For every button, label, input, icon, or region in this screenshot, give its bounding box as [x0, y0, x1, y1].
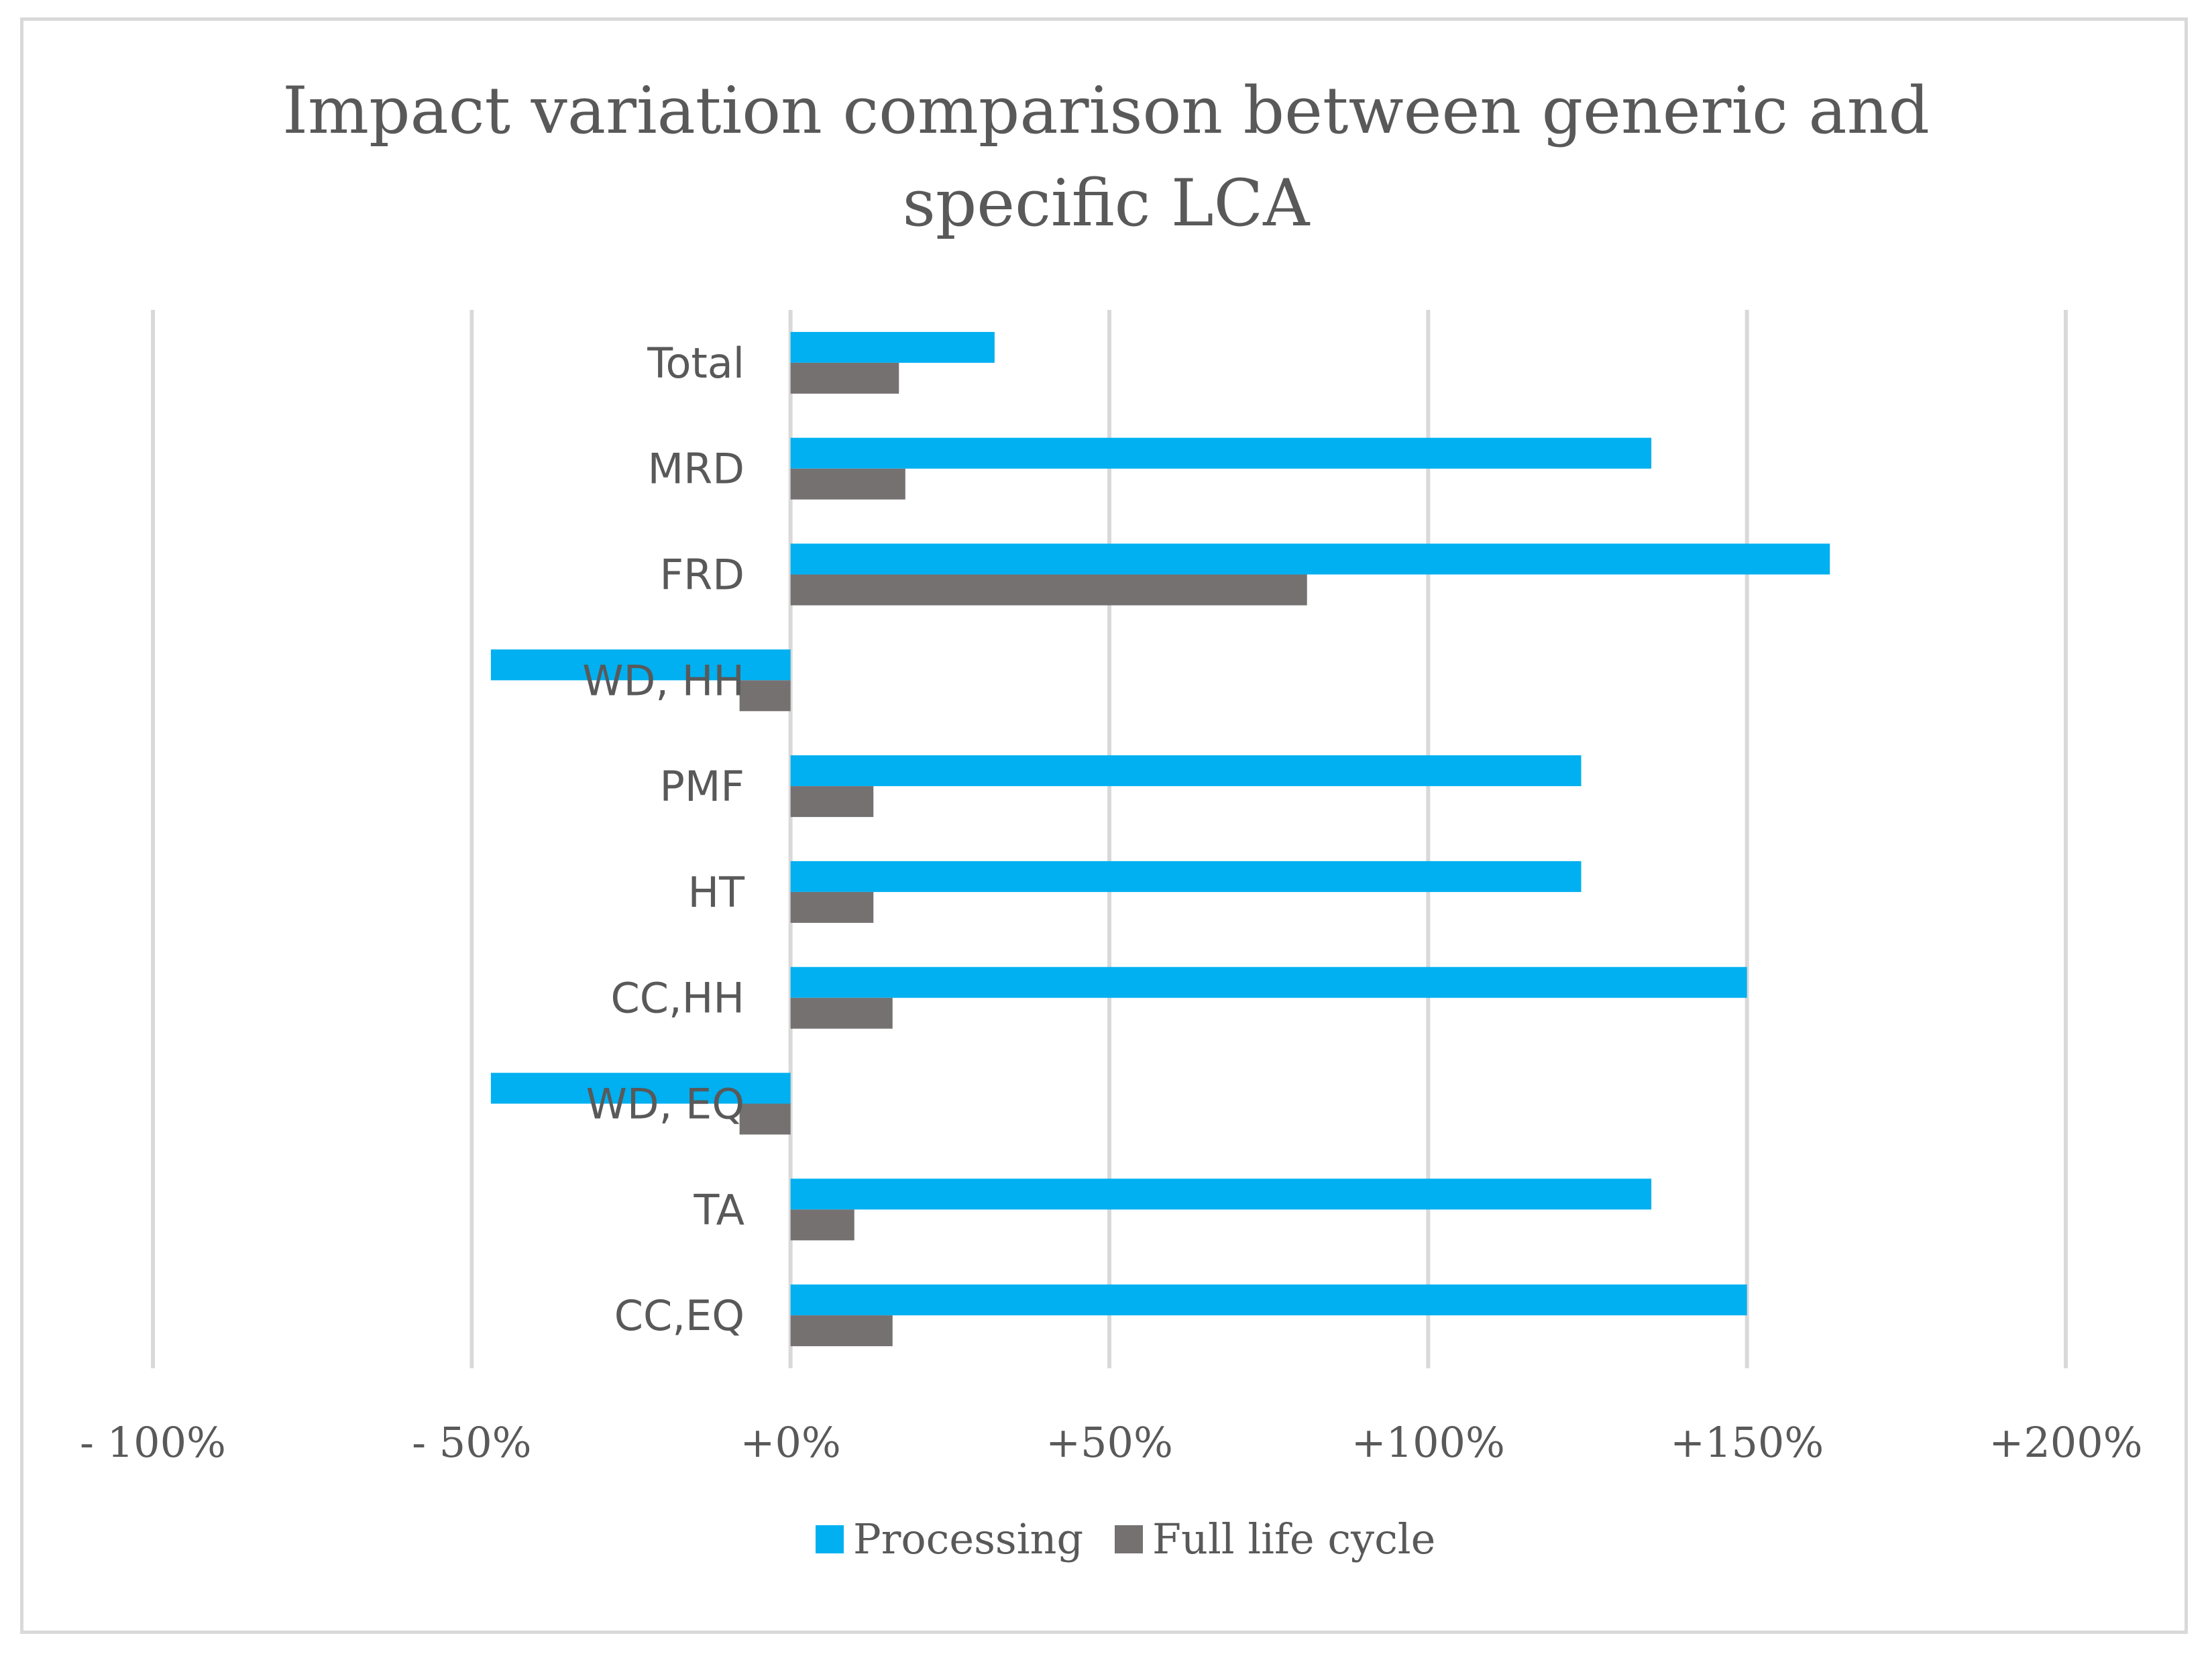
bar-full-life-cycle-mrd — [790, 468, 905, 500]
bar-full-life-cycle-frd — [790, 574, 1307, 606]
bar-full-life-cycle-cc-hh — [790, 997, 893, 1029]
x-tick-label-50: - 50% — [412, 1418, 531, 1467]
legend: Processing Full life cycle — [816, 1514, 1435, 1563]
bar-full-life-cycle-ta — [790, 1209, 854, 1241]
bar-processing-cc-hh — [790, 967, 1747, 998]
legend-label-full-life-cycle: Full life cycle — [1152, 1514, 1435, 1563]
x-tick-label-100: - 100% — [80, 1418, 226, 1467]
x-tick-label-0: +0% — [740, 1418, 841, 1467]
category-label-frd: FRD — [660, 551, 744, 600]
category-label-pmf: PMF — [659, 762, 744, 811]
bar-full-life-cycle-wd-hh — [739, 680, 791, 712]
category-label-ht: HT — [688, 868, 746, 917]
chart-title: Impact variation comparison between gene… — [0, 64, 2212, 250]
legend-label-processing: Processing — [853, 1514, 1083, 1563]
legend-swatch-processing — [816, 1525, 844, 1553]
category-label-wd-hh: WD, HH — [582, 656, 744, 705]
x-tick-label-50: +50% — [1046, 1418, 1173, 1467]
chart-frame — [20, 17, 2188, 1634]
bar-full-life-cycle-total — [790, 362, 899, 394]
bar-full-life-cycle-wd-eq — [739, 1103, 791, 1135]
category-label-wd-eq: WD, EQ — [586, 1080, 744, 1129]
bar-processing-ta — [790, 1178, 1652, 1210]
x-tick-label-200: +200% — [1989, 1418, 2142, 1467]
bar-processing-ht — [790, 861, 1582, 892]
bar-processing-cc-eq — [790, 1284, 1747, 1316]
x-axis-tick-labels: - 100% - 50% +0% +50% +100% +150% +200% — [80, 1418, 2143, 1467]
bar-full-life-cycle-pmf — [790, 786, 874, 818]
category-labels: Total MRD FRD WD, HH PMF HT CC,HH WD, EQ TA CC,EQ — [582, 339, 745, 1340]
chart-title-line-1: Impact variation comparison between gene… — [282, 73, 1930, 148]
chart-title-line-2: specific LCA — [902, 166, 1310, 241]
category-label-mrd: MRD — [648, 445, 744, 494]
bar-processing-mrd — [790, 437, 1652, 469]
legend-swatch-full-life-cycle — [1115, 1525, 1143, 1553]
bar-processing-total — [790, 331, 995, 363]
category-label-ta: TA — [694, 1185, 744, 1234]
category-label-cc-eq: CC,EQ — [614, 1291, 744, 1340]
category-label-cc-hh: CC,HH — [610, 974, 744, 1023]
x-tick-label-150: +150% — [1670, 1418, 1824, 1467]
bar-processing-wd-eq — [490, 1072, 791, 1104]
bar-processing-wd-hh — [490, 649, 791, 681]
bar-processing-pmf — [790, 755, 1582, 787]
bar-processing-frd — [790, 543, 1830, 575]
bar-full-life-cycle-cc-eq — [790, 1315, 893, 1347]
x-tick-label-100: +100% — [1351, 1418, 1505, 1467]
bars — [490, 331, 1830, 1347]
category-label-total: Total — [647, 339, 744, 388]
bar-full-life-cycle-ht — [790, 891, 874, 923]
